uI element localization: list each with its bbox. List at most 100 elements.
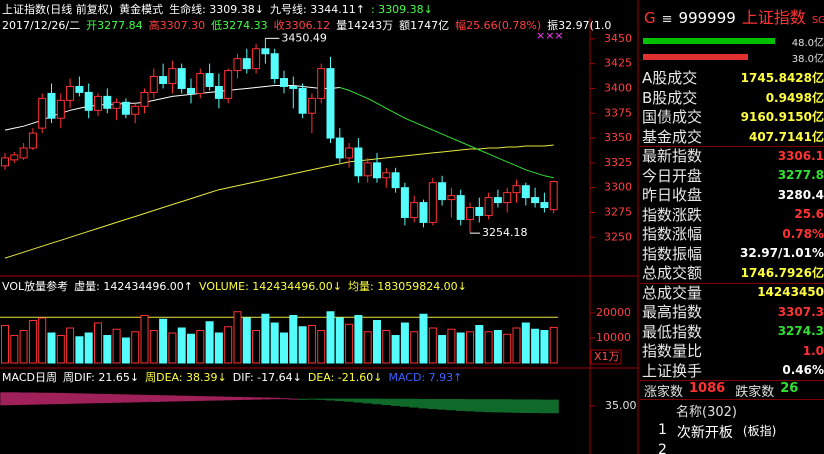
- volume-bar: [261, 313, 270, 364]
- macd-band: [400, 398, 410, 407]
- row-label: 指数涨跌: [642, 205, 703, 224]
- candle-body: [112, 101, 121, 109]
- volume-bar: [75, 336, 84, 364]
- macd-band: [428, 399, 438, 410]
- volume-bar: [317, 330, 326, 364]
- candle-body: [242, 58, 251, 70]
- macd-band: [418, 399, 429, 409]
- candle-body: [382, 172, 391, 179]
- candle-body: [168, 68, 177, 84]
- volume-bar: [419, 313, 428, 364]
- volume-bar: [475, 325, 484, 364]
- macd-band: [474, 399, 485, 412]
- row-value: 3274.3: [777, 324, 824, 339]
- volume-bar: [373, 320, 381, 364]
- legend-item: MACD: 7.93↑: [388, 371, 463, 384]
- macd-band: [232, 396, 243, 401]
- volume-bar: [354, 315, 363, 364]
- macd-band: [251, 397, 262, 400]
- row-value: 407.7141亿: [748, 129, 824, 144]
- volume-bar: [447, 328, 456, 364]
- volume-bar: [224, 326, 233, 364]
- flow-label: 48.0亿: [791, 38, 824, 49]
- fall-count: 26: [780, 381, 799, 396]
- legend-item: 高3307.30: [148, 19, 206, 32]
- macd-band: [139, 394, 150, 403]
- row-value: 3306.1: [777, 148, 824, 163]
- candle-body: [1, 157, 9, 167]
- row-value: 0.9498亿: [765, 90, 824, 105]
- volume-bar: [540, 330, 549, 364]
- volume-bar: [28, 320, 37, 364]
- macd-band: [381, 398, 392, 406]
- legend-item: 2017/12/26/二: [2, 19, 81, 32]
- candle-body: [252, 48, 261, 70]
- legend-item: 振32.97(1.0: [547, 19, 612, 32]
- row-value: 1.0: [802, 343, 824, 358]
- macd-band: [121, 394, 131, 403]
- volume-bar: [140, 315, 149, 364]
- macd-band: [46, 392, 57, 405]
- list-row[interactable]: 2: [658, 442, 667, 454]
- volume-bar: [391, 335, 400, 364]
- header-tag: SG X6: [811, 15, 824, 26]
- header-name: 上证指数: [741, 8, 806, 27]
- side-panel: G ≡ 999999 上证指数 SG X6 48.0亿 38.0亿 A股成交 1745.8428…: [640, 0, 824, 454]
- pane-legend: MACD日周 周DIF: 21.65↓ 周DEA: 38.39↓ DIF: -17.6…: [2, 370, 462, 385]
- quote-row: 总成交量 14243450: [642, 283, 824, 303]
- macd-band: [437, 399, 448, 410]
- macd-band: [223, 396, 234, 401]
- row-label: 昨日收盘: [642, 186, 703, 205]
- volume-bar: [493, 330, 502, 364]
- macd-band: [493, 399, 503, 413]
- macd-band: [9, 392, 20, 406]
- rise-count: 1086: [689, 381, 726, 396]
- row-separator: [640, 380, 824, 381]
- macd-band: [363, 398, 373, 404]
- volume-bar: [159, 318, 168, 364]
- legend-item: 开3277.84: [86, 19, 143, 32]
- volume-bar: [484, 331, 493, 364]
- volume-bar: [112, 328, 121, 364]
- candle-body: [205, 73, 214, 87]
- volume-bar: [94, 322, 102, 364]
- row-value: 1746.7926亿: [740, 266, 824, 281]
- volume-bar: [205, 321, 214, 364]
- macd-band: [511, 399, 522, 413]
- quote-row: 指数量比 1.0: [642, 341, 824, 361]
- macd-band: [158, 395, 169, 402]
- candle-body: [187, 87, 195, 94]
- macd-band: [186, 395, 197, 402]
- macd-band: [446, 399, 457, 411]
- list-row[interactable]: 1 次新开板 (板指): [658, 422, 776, 442]
- fall-label: 跌家数: [735, 385, 775, 400]
- y-tick-label: 35.00: [605, 399, 637, 412]
- legend-item: 生命线: 3309.38↓: [169, 3, 265, 16]
- volume-bar: [252, 330, 261, 364]
- y-tick-label: 3350: [604, 131, 632, 144]
- candle-body: [28, 132, 37, 149]
- volume-bar: [1, 325, 9, 364]
- volume-bar: [56, 335, 65, 364]
- candle-body: [363, 162, 372, 177]
- volume-bar: [363, 331, 372, 364]
- candle-body: [103, 95, 112, 109]
- row-label: 上证换手: [642, 361, 703, 380]
- volume-bar: [298, 326, 307, 364]
- volume-bar: [66, 327, 75, 364]
- volume-bar: [280, 332, 288, 364]
- quote-row: 指数振幅 32.97/1.01%: [642, 244, 824, 264]
- macd-band: [465, 399, 476, 412]
- legend-item: VOL放量参考: [2, 280, 69, 293]
- macd-band: [502, 399, 513, 413]
- y-tick-label: 3375: [604, 106, 632, 119]
- volume-bar: [177, 327, 186, 364]
- legend-item: 量14243万: [336, 19, 394, 32]
- volume-bar: [521, 322, 530, 364]
- legend-item: 幅25.66(0.78%): [455, 19, 542, 32]
- volume-bar: [512, 327, 521, 364]
- legend-item: DEA: -21.60↓: [307, 371, 383, 384]
- macd-band: [390, 398, 401, 406]
- y-tick-label: 3250: [604, 230, 632, 243]
- macd-band: [409, 398, 420, 408]
